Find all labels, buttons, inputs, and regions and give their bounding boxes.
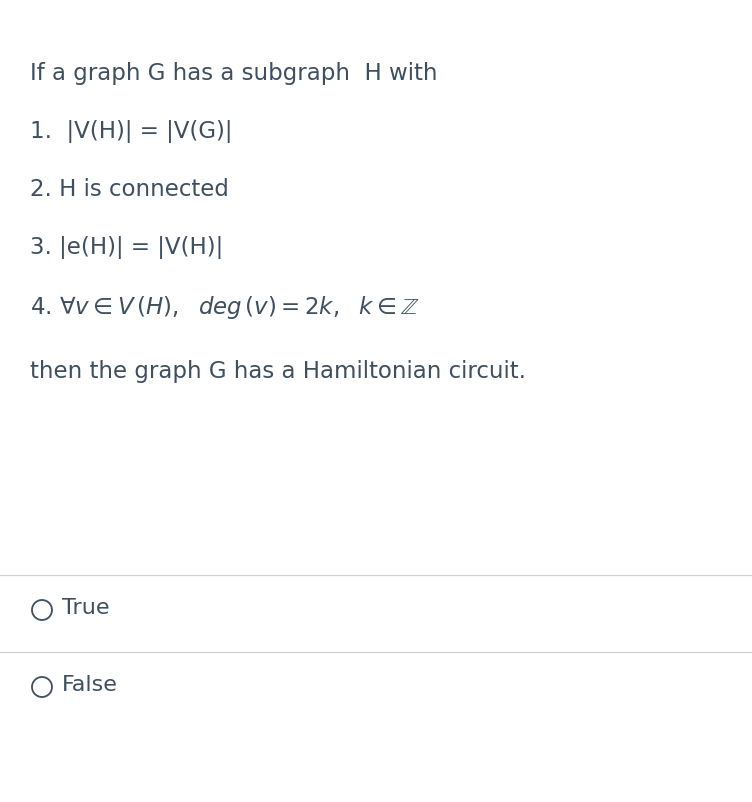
Text: True: True [62,598,110,618]
Text: 4. $\forall v \in V\,(H),\ \ \mathit{deg}\,(v) = 2k,\ \ k \in \mathbb{Z}$: 4. $\forall v \in V\,(H),\ \ \mathit{deg… [30,294,420,321]
Text: then the graph G has a Hamiltonian circuit.: then the graph G has a Hamiltonian circu… [30,360,526,383]
Text: If a graph G has a subgraph  H with: If a graph G has a subgraph H with [30,62,438,85]
Text: 2. H is connected: 2. H is connected [30,178,229,201]
Text: 1.  |V(H)| = |V(G)|: 1. |V(H)| = |V(G)| [30,120,232,143]
Text: False: False [62,675,118,695]
Text: 3. |e(H)| = |V(H)|: 3. |e(H)| = |V(H)| [30,236,223,259]
